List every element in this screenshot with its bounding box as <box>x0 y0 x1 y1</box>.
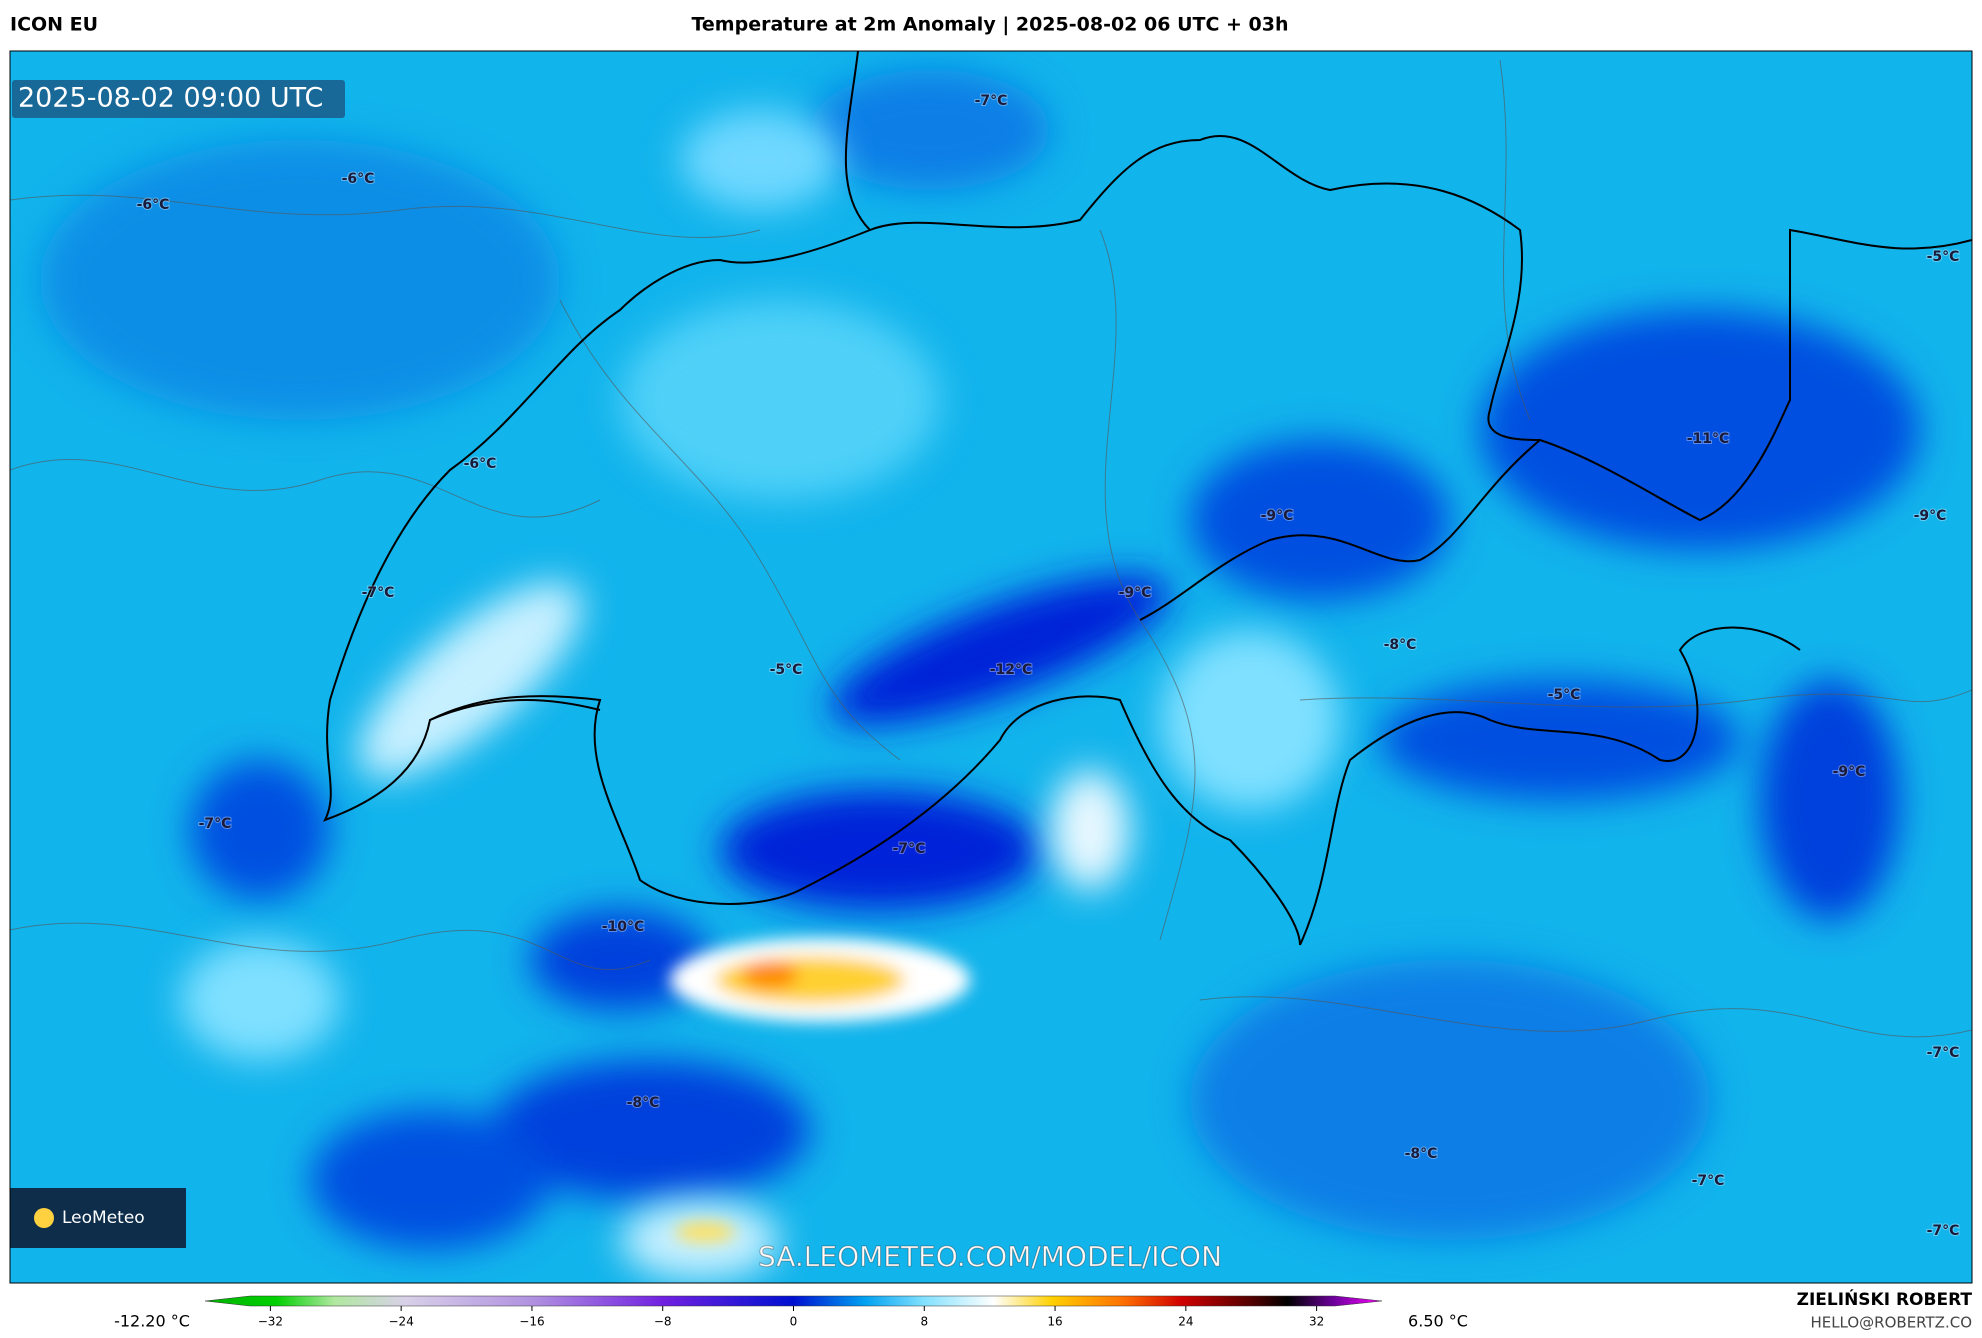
map: -7°C -6°C -6°C -5°C -6°C -11°C -9°C -9°C… <box>10 51 1972 1283</box>
colorbar-tick-label: 32 <box>1309 1315 1324 1329</box>
colorbar-tick-label: 24 <box>1178 1315 1193 1329</box>
logo-sun <box>34 1208 54 1228</box>
colorbar-tick-label: −16 <box>519 1315 544 1329</box>
colorbar-tick-label: 16 <box>1047 1315 1062 1329</box>
temp-label: -9°C <box>1119 585 1152 601</box>
colorbar-max: 6.50 °C <box>1408 1312 1468 1331</box>
author: ZIELIŃSKI ROBERT <box>1797 1288 1973 1310</box>
temp-label: -8°C <box>627 1095 660 1111</box>
temp-label: -8°C <box>1384 637 1417 653</box>
colorbar-tick-label: 8 <box>920 1315 928 1329</box>
temp-label: -7°C <box>1927 1223 1960 1239</box>
field-dark <box>40 70 1920 1250</box>
temp-label: -7°C <box>362 585 395 601</box>
field-light <box>180 110 1340 1280</box>
temperature-labels: -7°C -6°C -6°C -5°C -6°C -11°C -9°C -9°C… <box>136 92 1961 1240</box>
contact: HELLO@ROBERTZ.CO <box>1810 1314 1972 1332</box>
temp-label: -11°C <box>1687 431 1730 447</box>
model-name: ICON EU <box>10 14 98 36</box>
temp-label: -9°C <box>1261 508 1294 524</box>
temp-label: -5°C <box>1927 249 1960 265</box>
temp-label: -7°C <box>975 93 1008 109</box>
temp-label: -7°C <box>893 841 926 857</box>
temp-label: -10°C <box>602 919 645 935</box>
temp-label: -5°C <box>770 662 803 678</box>
temp-label: -9°C <box>1914 508 1947 524</box>
map-title: Temperature at 2m Anomaly | 2025-08-02 0… <box>691 14 1288 36</box>
colorbar-tick-label: 0 <box>790 1315 798 1329</box>
watermark: SA.LEOMETEO.COM/MODEL/ICON <box>758 1240 1222 1273</box>
temp-label: -7°C <box>1692 1173 1725 1189</box>
country-borders <box>322 51 1972 946</box>
colorbar-tick-label: −32 <box>258 1315 283 1329</box>
temp-label: -9°C <box>1833 764 1866 780</box>
field-warm <box>670 938 970 1242</box>
colorbar-tick-label: −8 <box>654 1315 672 1329</box>
temp-label: -6°C <box>137 197 170 213</box>
map-frame <box>9 50 1973 1284</box>
temp-label: -6°C <box>342 171 375 187</box>
timestamp-box <box>12 80 345 118</box>
temp-label: -12°C <box>990 662 1033 678</box>
temp-label: -5°C <box>1548 687 1581 703</box>
temp-label: -7°C <box>1927 1045 1960 1061</box>
temp-label: -6°C <box>464 456 497 472</box>
timestamp: 2025-08-02 09:00 UTC <box>18 83 323 114</box>
colorbar <box>204 1295 1383 1307</box>
logo-text: LeoMeteo <box>62 1208 145 1228</box>
colorbar-min: -12.20 °C <box>114 1312 190 1331</box>
colorbar-tick-label: −24 <box>389 1315 414 1329</box>
admin-borders <box>10 59 1972 1038</box>
temp-label: -8°C <box>1405 1146 1438 1162</box>
temp-label: -7°C <box>199 816 232 832</box>
